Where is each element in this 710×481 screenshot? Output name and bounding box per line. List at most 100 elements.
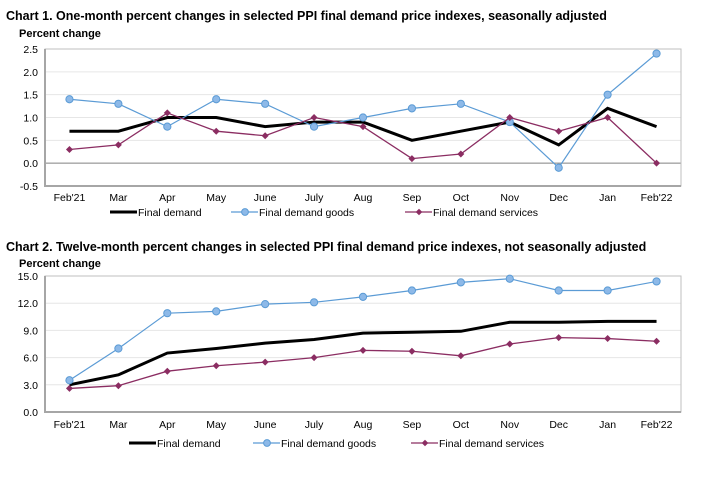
x-tick-label: May <box>206 192 227 204</box>
x-tick-label: Sep <box>403 192 422 204</box>
y-tick-label: 0.5 <box>23 135 38 147</box>
legend-label: Final demand <box>157 438 221 450</box>
series-line-final-demand <box>69 106 658 147</box>
x-tick-label: Apr <box>159 419 176 431</box>
x-tick-label: Apr <box>159 192 176 204</box>
chart2: 0.0 3.0 6.0 9.0 12.0 15.0 Feb'21 Mar Apr May June J… <box>18 271 682 450</box>
legend-item-services: Final demand services <box>411 438 544 450</box>
data-point-services <box>506 114 514 121</box>
x-tick-label: Feb'22 <box>641 192 673 204</box>
data-point-goods <box>456 99 465 108</box>
data-point-services <box>653 159 661 167</box>
legend-label: Final demand services <box>433 207 538 219</box>
data-point-services <box>555 127 563 135</box>
data-point-services <box>359 123 367 131</box>
series-line-services <box>69 337 657 390</box>
data-point-services <box>604 114 612 121</box>
legend-label: Final demand <box>138 207 202 219</box>
x-tick-label: Aug <box>354 192 373 204</box>
data-point-goods <box>65 376 74 385</box>
data-point-goods <box>407 104 417 113</box>
y-tick-label: 1.5 <box>23 90 38 102</box>
x-tick-label: Jan <box>599 419 616 431</box>
data-point-goods <box>114 99 123 108</box>
data-point-goods <box>114 344 123 353</box>
x-tick-label: Oct <box>453 192 469 204</box>
y-tick-label: 0.0 <box>23 407 38 419</box>
x-tick-label: Nov <box>500 419 519 431</box>
legend-item-services: Final demand services <box>405 207 538 219</box>
y-tick-label: -0.5 <box>20 181 38 193</box>
legend-marker-diamond <box>421 439 429 447</box>
data-point-services <box>212 127 220 135</box>
x-tick-label: Jan <box>599 192 616 204</box>
x-tick-label: Sep <box>403 419 422 431</box>
data-point-goods <box>309 122 319 131</box>
data-point-services <box>261 132 269 140</box>
legend-marker-diamond <box>415 208 423 216</box>
data-point-goods <box>603 90 612 99</box>
x-tick-label: June <box>254 419 277 431</box>
y-tick-label: 6.0 <box>23 353 38 365</box>
legend-label: Final demand goods <box>259 207 354 219</box>
x-tick-label: Mar <box>109 192 128 204</box>
y-tick-label: 12.0 <box>18 298 39 310</box>
data-point-services <box>65 384 73 392</box>
legend-item-final-demand: Final demand <box>129 438 221 450</box>
data-point-goods <box>652 49 661 58</box>
chart1-title: Chart 1. One-month percent changes in se… <box>6 9 607 23</box>
data-point-goods <box>456 278 465 287</box>
data-point-services <box>310 114 318 121</box>
series-line-final-demand <box>69 319 657 387</box>
data-point-goods <box>212 307 221 316</box>
y-tick-label: 0.0 <box>23 158 38 170</box>
data-point-services <box>555 334 563 342</box>
x-tick-label: Aug <box>354 419 373 431</box>
data-point-goods <box>163 122 172 131</box>
data-point-goods <box>407 286 417 295</box>
data-point-services <box>457 352 465 360</box>
legend-item-goods: Final demand goods <box>231 207 354 219</box>
legend-marker-circle <box>263 439 271 447</box>
x-tick-label: May <box>206 419 227 431</box>
data-point-goods <box>65 95 74 104</box>
x-tick-label: Feb'22 <box>641 419 673 431</box>
data-point-goods <box>603 286 612 295</box>
chart1: -0.5 0.0 0.5 1.0 1.5 2.0 2.5 Feb'21 Mar Apr May Jun… <box>20 44 682 219</box>
data-point-services <box>359 346 367 354</box>
data-point-goods <box>505 274 514 283</box>
data-point-goods <box>163 309 172 318</box>
data-point-services <box>261 358 269 366</box>
data-point-services <box>163 367 171 375</box>
x-tick-label: Feb'21 <box>54 419 86 431</box>
data-point-goods <box>554 286 563 295</box>
x-tick-label: Feb'21 <box>54 192 86 204</box>
data-point-services <box>65 145 73 153</box>
data-point-services <box>212 362 220 370</box>
data-point-goods <box>554 163 563 172</box>
x-tick-label: July <box>305 419 324 431</box>
x-tick-label: Dec <box>549 419 568 431</box>
y-tick-label: 9.0 <box>23 325 38 337</box>
data-point-goods <box>309 298 319 307</box>
data-point-goods <box>358 113 368 122</box>
y-tick-label: 2.0 <box>23 67 38 79</box>
data-point-goods <box>261 99 270 108</box>
legend-marker-circle <box>241 208 249 216</box>
y-tick-label: 15.0 <box>18 271 39 283</box>
data-point-goods <box>652 277 661 286</box>
x-tick-label: Mar <box>109 419 128 431</box>
data-point-services <box>310 354 318 362</box>
data-point-goods <box>261 300 270 309</box>
data-point-goods <box>212 95 221 104</box>
data-point-services <box>408 155 416 163</box>
x-tick-label: Oct <box>453 419 469 431</box>
data-point-services <box>506 340 514 348</box>
x-tick-label: June <box>254 192 277 204</box>
series-line-goods <box>69 53 657 169</box>
data-point-services <box>408 347 416 355</box>
data-point-goods <box>358 292 368 301</box>
y-tick-label: 3.0 <box>23 380 38 392</box>
chart2-y-axis-label: Percent change <box>19 258 101 270</box>
x-tick-label: Nov <box>500 192 519 204</box>
